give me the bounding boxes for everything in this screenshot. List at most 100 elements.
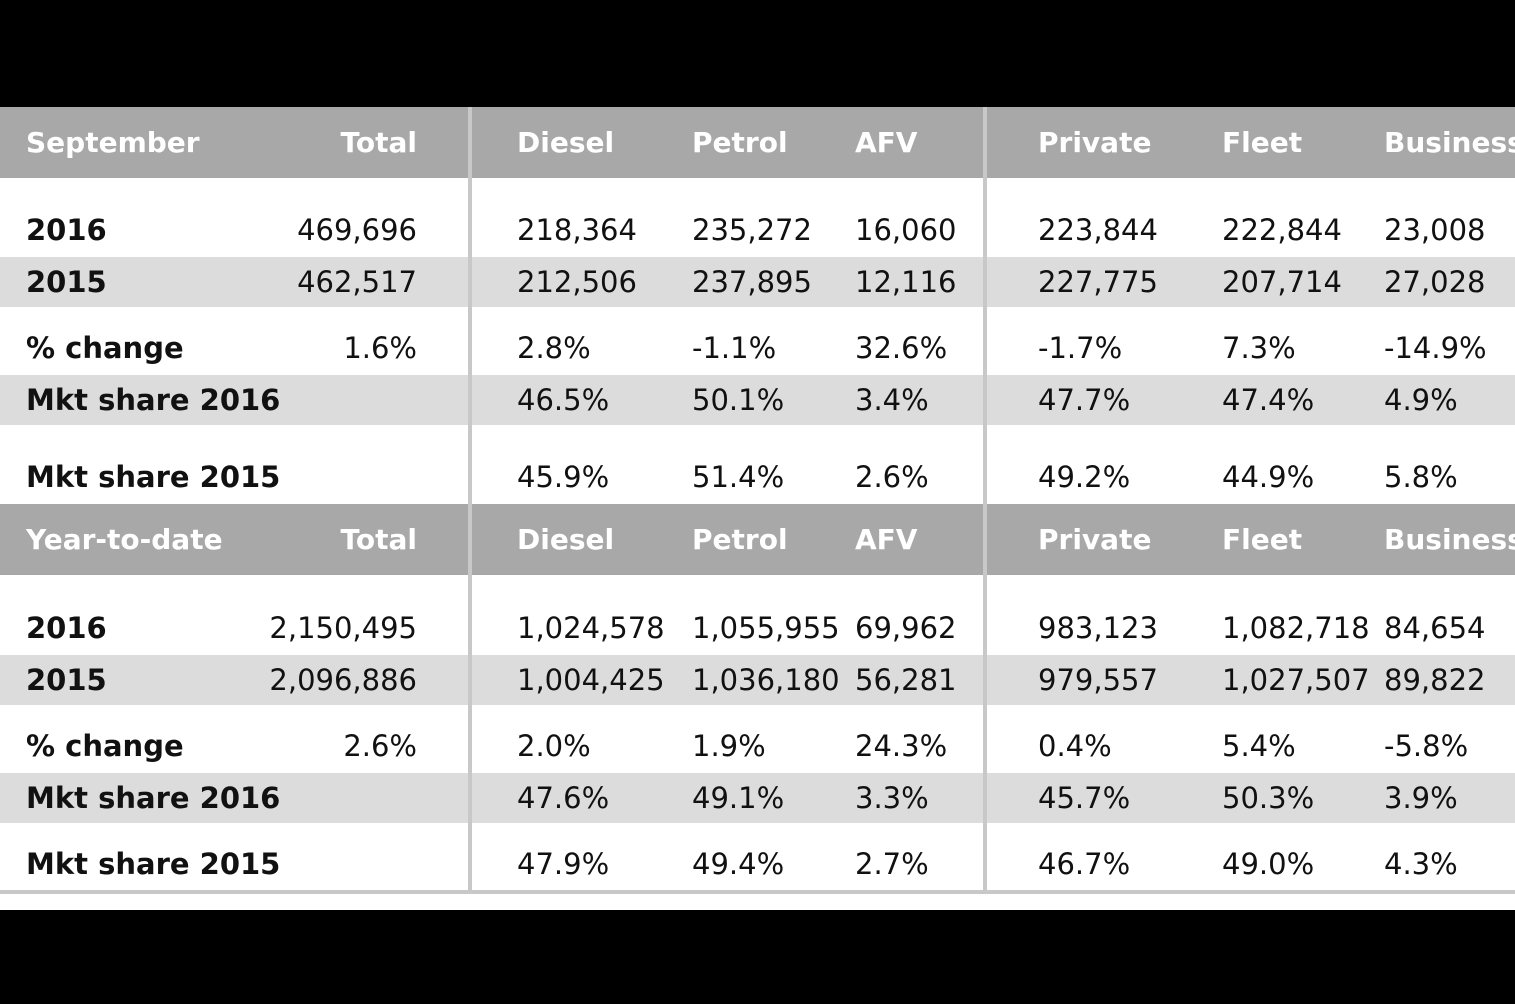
table-row: 2015 2,096,886 1,004,425 1,036,180 56,281 979… xyxy=(0,655,1515,705)
table-row: 2015 462,517 212,506 237,895 12,116 227,775 20… xyxy=(0,257,1515,307)
cell-afv: 2.7% xyxy=(855,847,929,881)
cell-total: 2,096,886 xyxy=(269,663,417,697)
cell-label: 2016 xyxy=(26,213,107,247)
header-private: Private xyxy=(1038,126,1152,159)
cell-fleet: 7.3% xyxy=(1222,331,1296,365)
cell-business: 23,008 xyxy=(1384,213,1486,247)
header-business: Business xyxy=(1384,126,1515,159)
cell-label: Mkt share 2016 xyxy=(26,383,281,417)
cell-fleet: 222,844 xyxy=(1222,213,1342,247)
cell-label: % change xyxy=(26,331,184,365)
cell-diesel: 212,506 xyxy=(517,265,637,299)
cell-diesel: 2.0% xyxy=(517,729,591,763)
cell-private: 49.2% xyxy=(1038,460,1131,494)
cell-business: 3.9% xyxy=(1384,781,1458,815)
sales-table: September Total Diesel Petrol AFV Private Flee… xyxy=(0,107,1515,910)
table-row: % change 1.6% 2.8% -1.1% 32.6% -1.7% 7.3% -14.9… xyxy=(0,307,1515,375)
header-afv: AFV xyxy=(855,523,918,556)
header-diesel: Diesel xyxy=(517,523,615,556)
cell-total: 469,696 xyxy=(297,213,417,247)
cell-petrol: 49.1% xyxy=(692,781,785,815)
cell-petrol: 49.4% xyxy=(692,847,785,881)
cell-diesel: 1,004,425 xyxy=(517,663,665,697)
cell-petrol: -1.1% xyxy=(692,331,777,365)
cell-total: 1.6% xyxy=(343,331,417,365)
cell-fleet: 1,027,507 xyxy=(1222,663,1370,697)
cell-private: 45.7% xyxy=(1038,781,1131,815)
cell-total: 2.6% xyxy=(343,729,417,763)
table-row: 2016 469,696 218,364 235,272 16,060 223,844 22… xyxy=(0,178,1515,257)
header-afv: AFV xyxy=(855,126,918,159)
cell-label: Mkt share 2015 xyxy=(26,847,281,881)
header-label: Year-to-date xyxy=(26,523,223,556)
header-petrol: Petrol xyxy=(692,523,788,556)
table-row: Mkt share 2015 47.9% 49.4% 2.7% 46.7% 49.0% 4.… xyxy=(0,823,1515,891)
table-header-row: Year-to-date Total Diesel Petrol AFV Private F… xyxy=(0,504,1515,575)
header-petrol: Petrol xyxy=(692,126,788,159)
table-row: 2016 2,150,495 1,024,578 1,055,955 69,962 983… xyxy=(0,575,1515,655)
cell-fleet: 49.0% xyxy=(1222,847,1315,881)
cell-private: 223,844 xyxy=(1038,213,1158,247)
cell-private: 979,557 xyxy=(1038,663,1158,697)
table-row: Mkt share 2016 46.5% 50.1% 3.4% 47.7% 47.4% 4.… xyxy=(0,375,1515,425)
cell-label: Mkt share 2016 xyxy=(26,781,281,815)
cell-private: 983,123 xyxy=(1038,611,1158,645)
cell-fleet: 207,714 xyxy=(1222,265,1342,299)
cell-petrol: 50.1% xyxy=(692,383,785,417)
table-header-row: September Total Diesel Petrol AFV Private Flee… xyxy=(0,107,1515,178)
cell-private: 0.4% xyxy=(1038,729,1112,763)
header-total: Total xyxy=(340,126,418,159)
header-diesel: Diesel xyxy=(517,126,615,159)
cell-business: 4.3% xyxy=(1384,847,1458,881)
cell-diesel: 218,364 xyxy=(517,213,637,247)
column-divider xyxy=(468,107,472,891)
table-row: Mkt share 2016 47.6% 49.1% 3.3% 45.7% 50.3% 3.… xyxy=(0,773,1515,823)
cell-petrol: 51.4% xyxy=(692,460,785,494)
column-divider xyxy=(983,107,987,891)
cell-afv: 16,060 xyxy=(855,213,957,247)
cell-afv: 3.3% xyxy=(855,781,929,815)
table-row: Mkt share 2015 45.9% 51.4% 2.6% 49.2% 44.9% 5.… xyxy=(0,425,1515,504)
cell-fleet: 47.4% xyxy=(1222,383,1315,417)
cell-petrol: 235,272 xyxy=(692,213,812,247)
cell-afv: 56,281 xyxy=(855,663,957,697)
cell-private: 47.7% xyxy=(1038,383,1131,417)
cell-private: 46.7% xyxy=(1038,847,1131,881)
cell-afv: 12,116 xyxy=(855,265,957,299)
cell-afv: 32.6% xyxy=(855,331,948,365)
cell-fleet: 44.9% xyxy=(1222,460,1315,494)
cell-diesel: 47.9% xyxy=(517,847,610,881)
cell-fleet: 5.4% xyxy=(1222,729,1296,763)
cell-total: 462,517 xyxy=(297,265,417,299)
cell-business: -5.8% xyxy=(1384,729,1469,763)
cell-fleet: 50.3% xyxy=(1222,781,1315,815)
cell-business: -14.9% xyxy=(1384,331,1487,365)
cell-diesel: 45.9% xyxy=(517,460,610,494)
table-bottom-rule xyxy=(0,890,1515,894)
cell-private: 227,775 xyxy=(1038,265,1158,299)
cell-afv: 69,962 xyxy=(855,611,957,645)
header-total: Total xyxy=(340,523,418,556)
header-fleet: Fleet xyxy=(1222,126,1303,159)
cell-fleet: 1,082,718 xyxy=(1222,611,1370,645)
header-business: Business xyxy=(1384,523,1515,556)
cell-label: 2015 xyxy=(26,265,107,299)
table-row: % change 2.6% 2.0% 1.9% 24.3% 0.4% 5.4% -5.8% xyxy=(0,705,1515,773)
header-fleet: Fleet xyxy=(1222,523,1303,556)
cell-business: 4.9% xyxy=(1384,383,1458,417)
cell-business: 89,822 xyxy=(1384,663,1486,697)
cell-afv: 24.3% xyxy=(855,729,948,763)
cell-total: 2,150,495 xyxy=(269,611,417,645)
cell-label: Mkt share 2015 xyxy=(26,460,281,494)
cell-petrol: 1,036,180 xyxy=(692,663,840,697)
cell-diesel: 2.8% xyxy=(517,331,591,365)
cell-business: 27,028 xyxy=(1384,265,1486,299)
header-private: Private xyxy=(1038,523,1152,556)
cell-label: 2015 xyxy=(26,663,107,697)
cell-business: 84,654 xyxy=(1384,611,1486,645)
cell-petrol: 237,895 xyxy=(692,265,812,299)
cell-diesel: 1,024,578 xyxy=(517,611,665,645)
cell-private: -1.7% xyxy=(1038,331,1123,365)
cell-petrol: 1.9% xyxy=(692,729,766,763)
cell-business: 5.8% xyxy=(1384,460,1458,494)
